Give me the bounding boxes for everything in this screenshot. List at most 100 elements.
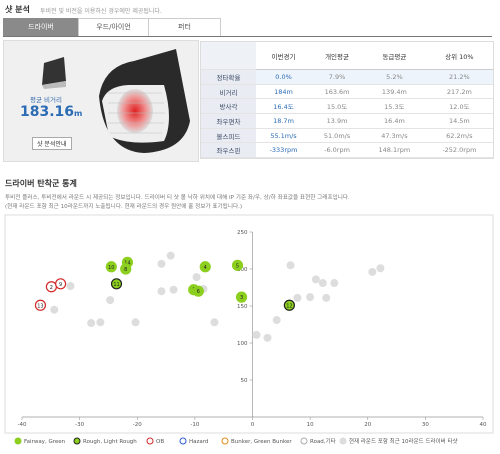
- point: [272, 316, 281, 325]
- point: [376, 264, 385, 273]
- legend-marker: [179, 437, 187, 445]
- point-label: 14: [124, 260, 130, 266]
- point: [34, 299, 47, 311]
- point: [210, 318, 219, 327]
- table-cell: 16.4도: [256, 98, 312, 115]
- legend-label: OB: [156, 439, 164, 445]
- point: [199, 261, 211, 273]
- section-title: 드라이버 탄착군 통계: [5, 179, 77, 188]
- point: [105, 261, 117, 273]
- point-label: 12: [286, 303, 292, 309]
- point: [368, 267, 377, 276]
- table-cell: 184m: [256, 84, 312, 100]
- legend-label: Rough, Light Rough: [83, 439, 137, 445]
- table-cell: 14.5m: [425, 113, 493, 129]
- point: [50, 305, 59, 314]
- y-tick-label: 100: [237, 341, 248, 347]
- point-label: 10: [108, 265, 114, 271]
- table-cell: 0.0%: [256, 69, 312, 85]
- point-label: 9: [59, 282, 62, 288]
- column-header: 동급평균: [363, 42, 426, 70]
- point: [330, 279, 339, 288]
- legend-marker: [339, 437, 347, 445]
- point: [55, 278, 67, 290]
- y-tick-label: 250: [237, 230, 248, 236]
- point: [293, 293, 302, 302]
- point: [120, 263, 132, 275]
- table-cell: 139.4m: [363, 84, 426, 100]
- legend-marker: [146, 437, 154, 445]
- legend-marker: [73, 437, 81, 445]
- point-label: 4: [204, 265, 207, 271]
- unit: m: [74, 109, 83, 118]
- header-row: 이번경기 개인평균 동급평균 상위 10%: [201, 42, 493, 70]
- point: [231, 259, 244, 271]
- summary-panel: [3, 40, 199, 162]
- table-cell: 163.6m: [311, 84, 364, 100]
- column-header: 이번경기: [256, 42, 312, 70]
- legend-label: Bunker, Green Bunker: [231, 439, 292, 445]
- stats-table-box: 이번경기 개인평균 동급평균 상위 10% 정타확율 0.0% 7.9% 5.2% 21.2% 비…: [200, 41, 494, 160]
- point-label: 2: [50, 285, 53, 291]
- subtitle: 투비전 및 비전을 이용하신 경우에만 제공됩니다.: [40, 8, 162, 15]
- point: [283, 299, 295, 311]
- point: [286, 261, 295, 270]
- point: [157, 287, 166, 296]
- section-desc: 투비전 플러스, 투비전에서 라운드 시 제공되는 정보입니다. 드라이버 티 …: [5, 195, 350, 201]
- point: [166, 251, 175, 260]
- y-tick-label: 50: [241, 378, 248, 384]
- legend-marker: [221, 437, 229, 445]
- value: 183.16: [20, 104, 75, 120]
- point-label: 11: [113, 282, 119, 288]
- x-tick-label: -40: [18, 422, 27, 428]
- point: [110, 278, 123, 290]
- legend-label: Fairway, Green: [24, 439, 66, 445]
- point: [318, 279, 327, 288]
- row-label: 볼스피드: [201, 128, 256, 144]
- x-tick-label: 0: [251, 422, 255, 428]
- point: [96, 318, 105, 327]
- table-cell: -6.0rpm: [311, 142, 364, 159]
- stats-table: 이번경기 개인평균 동급평균 상위 10% 정타확율 0.0% 7.9% 5.2% 21.2% 비…: [201, 42, 493, 159]
- table-row: 비거리 184m 163.6m 139.4m 217.2m: [201, 84, 493, 100]
- table-cell: 51.0m/s: [311, 128, 364, 144]
- table-cell: 7.9%: [311, 69, 364, 85]
- driver-image: [42, 49, 190, 153]
- table-row: 정타확율 0.0% 7.9% 5.2% 21.2%: [201, 69, 493, 85]
- legend-label: Road,기타: [310, 437, 336, 445]
- row-label: 방사각: [201, 98, 256, 115]
- tab[interactable]: 퍼터: [148, 18, 221, 36]
- section-desc: (현재 라운드 포함 최근 10라운드까지 노출됩니다. 현재 라운드의 경우 …: [5, 204, 243, 210]
- table-cell: 15.0도: [311, 98, 364, 115]
- table-cell: 12.0도: [425, 98, 493, 115]
- table-cell: 21.2%: [425, 69, 493, 85]
- summary-label: 평균 비거리: [30, 96, 62, 104]
- point: [235, 291, 248, 303]
- x-tick-label: 20: [364, 422, 371, 428]
- table-cell: 47.3m/s: [363, 128, 426, 144]
- table-cell: 62.2m/s: [425, 128, 493, 144]
- row-label: 좌우스핀: [201, 142, 256, 159]
- point-label: 5: [236, 263, 239, 269]
- point: [263, 333, 272, 342]
- table-cell: -252.0rpm: [425, 142, 493, 159]
- point: [169, 285, 178, 294]
- guide-button[interactable]: 샷 분석안내: [32, 137, 72, 150]
- point: [106, 296, 115, 305]
- table-cell: 148.1rpm: [363, 142, 426, 159]
- legend-label: 현재 라운드 포함 최근 10라운드 드라이버 타샷: [349, 437, 458, 445]
- y-tick-label: 150: [237, 304, 248, 310]
- legend-label: Hazard: [189, 439, 208, 445]
- point: [252, 330, 261, 339]
- point: [306, 293, 315, 302]
- x-tick-label: -30: [75, 422, 84, 428]
- row-label: 좌우편차: [201, 113, 256, 129]
- point-label: 3: [240, 295, 243, 301]
- legend-marker: [14, 437, 22, 445]
- x-tick-label: 40: [480, 422, 487, 428]
- point: [311, 275, 320, 284]
- page-title: 샷 분석: [5, 5, 30, 14]
- point: [322, 293, 331, 302]
